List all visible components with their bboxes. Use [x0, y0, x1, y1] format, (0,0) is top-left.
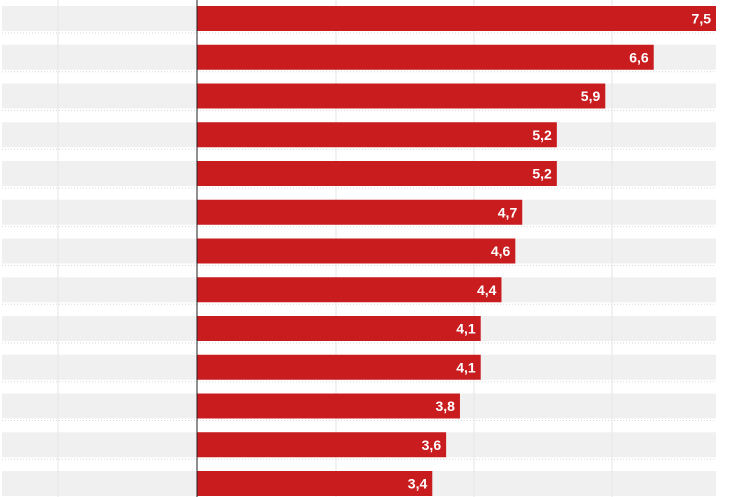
data-label: 6,6	[629, 49, 649, 65]
data-label: 4,7	[498, 204, 518, 220]
data-label: 5,2	[532, 127, 552, 143]
bar	[197, 199, 523, 225]
bar	[197, 122, 557, 148]
bar	[197, 277, 502, 303]
data-label: 4,4	[477, 282, 497, 298]
data-label: 3,6	[422, 437, 442, 453]
data-label: 5,2	[532, 166, 552, 182]
bar	[197, 316, 481, 341]
bars	[197, 6, 716, 496]
data-label: 7,5	[692, 11, 712, 27]
bar	[197, 393, 460, 419]
data-label: 4,6	[491, 243, 511, 259]
bar	[197, 83, 606, 109]
data-label: 5,9	[581, 88, 601, 104]
data-label: 4,1	[456, 321, 476, 337]
data-label: 3,8	[435, 398, 455, 414]
bar	[197, 471, 433, 496]
bar	[197, 161, 557, 186]
data-label: 4,1	[456, 359, 476, 375]
bar	[197, 44, 654, 70]
data-label: 3,4	[408, 476, 428, 492]
bar	[197, 238, 516, 264]
bar	[197, 432, 447, 458]
bar	[197, 6, 716, 31]
bar	[197, 354, 481, 380]
value-labels: 7,5 6,6 5,9 5,2 5,2 4,7 4,6 4,4 4,1 4,1 3,8 3,6 3,4	[408, 11, 711, 492]
